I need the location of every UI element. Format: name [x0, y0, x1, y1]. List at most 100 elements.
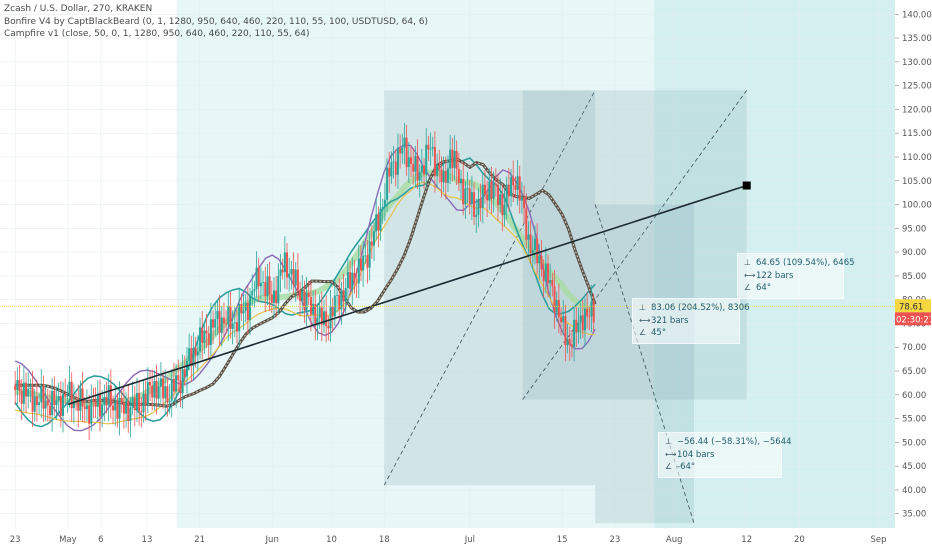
candle-body: [394, 161, 397, 175]
candle-body: [279, 269, 282, 276]
x-tick-label: Aug: [666, 535, 683, 545]
candle-body: [38, 402, 41, 406]
candle-body: [431, 147, 434, 149]
angle-icon: ∠: [665, 462, 673, 471]
candle-body: [18, 380, 21, 391]
angle-icon: ∠: [639, 328, 647, 337]
candle-body: [216, 310, 219, 320]
candle-body: [235, 322, 238, 332]
candle-body: [233, 322, 236, 324]
candle-body: [540, 255, 543, 270]
indicator-bonfire[interactable]: Bonfire V4 by CaptBlackBeard (0, 1, 1280…: [4, 16, 429, 27]
measure-change: −56.44 (−58.31%), −5644: [677, 437, 792, 447]
candle-body: [523, 197, 526, 209]
candle-body: [518, 176, 521, 201]
candle-body: [135, 393, 138, 411]
candle-body: [418, 172, 421, 181]
candle-body: [101, 404, 104, 417]
y-tick-label: 120.00: [902, 105, 932, 115]
candle-body: [575, 319, 578, 333]
candle-body: [179, 380, 182, 394]
measure-box-1: ⊥ 83.06 (204.52%), 8306 ⟷321 bars ∠ 45°: [632, 298, 750, 344]
candle-body: [253, 289, 256, 292]
last-price-value: 78.61: [899, 302, 923, 312]
candle-body: [529, 234, 532, 254]
y-tick-label: 85.00: [902, 272, 926, 282]
candle-body: [114, 401, 117, 411]
measure-change: 64.65 (109.54%), 6465: [756, 258, 855, 268]
x-axis-bg: [0, 528, 932, 550]
x-axis: 23 May 6 13 21 Jun 10 18 Jul 15 23 Aug 12 20 Sep: [0, 528, 932, 550]
candle-body: [214, 319, 217, 328]
candle-body: [157, 386, 160, 399]
candle-body: [72, 400, 75, 409]
candle-body: [512, 177, 515, 186]
candle-body: [249, 295, 252, 321]
y-tick-label: 115.00: [902, 129, 932, 139]
candle-body: [409, 157, 412, 164]
candle-body: [168, 400, 171, 403]
candle-body: [66, 395, 69, 397]
candle-body: [325, 311, 328, 327]
candle-body: [375, 214, 378, 232]
candle-body: [212, 319, 215, 328]
candle-body: [359, 258, 362, 271]
candle-body: [59, 396, 62, 416]
candle-body: [307, 292, 310, 298]
candle-body: [303, 291, 306, 311]
candle-body: [464, 188, 467, 205]
candle-body: [275, 290, 278, 304]
last-price-tag: [895, 299, 931, 313]
candle-body: [251, 291, 254, 296]
candle-body: [405, 137, 408, 168]
bars-icon: ⟷: [665, 449, 677, 459]
candle-body: [90, 399, 93, 424]
candle-body: [549, 280, 552, 284]
candle-body: [547, 263, 550, 284]
candle-body: [551, 280, 554, 287]
candle-body: [22, 382, 25, 404]
candles: [14, 123, 595, 440]
candle-body: [133, 397, 136, 411]
candle-body: [451, 149, 454, 168]
candle-body: [257, 267, 260, 287]
candle-body: [477, 198, 480, 215]
candle-body: [162, 378, 165, 399]
candle-body: [53, 390, 56, 406]
candle-body: [259, 282, 262, 287]
y-tick-label: 125.00: [902, 82, 932, 92]
candle-body: [531, 250, 534, 254]
x-tick-label: 18: [379, 535, 390, 545]
candle-body: [153, 381, 156, 398]
candle-body: [205, 330, 208, 334]
candle-body: [420, 165, 423, 173]
candle-body: [290, 269, 293, 275]
candle-body: [40, 385, 43, 403]
candle-body: [338, 294, 341, 310]
y-axis: 35.00 40.00 45.00 50.00 55.00 60.00 65.00 70.00…: [895, 0, 932, 550]
candle-body: [81, 388, 84, 407]
candle-body: [433, 147, 436, 177]
candle-body: [33, 396, 36, 412]
candle-body: [31, 387, 34, 412]
countdown-tag: [895, 312, 931, 326]
indicator-campfire[interactable]: Campfire v1 (close, 50, 0, 1, 1280, 950,…: [4, 29, 310, 39]
candle-body: [473, 192, 476, 217]
measure-diagonal-2: [522, 90, 748, 400]
candle-body: [577, 322, 580, 333]
drawn-lines[interactable]: [67, 181, 751, 406]
candle-body: [227, 305, 230, 325]
measure-change: 83.06 (204.52%), 8306: [651, 303, 750, 313]
candle-body: [342, 290, 345, 302]
candle-body: [416, 155, 419, 181]
candle-body: [427, 144, 430, 150]
candle-body: [412, 163, 415, 172]
candle-body: [336, 294, 339, 296]
y-tick-label: 45.00: [902, 462, 926, 472]
indicator-campfire-inner: [15, 158, 596, 407]
candle-body: [292, 269, 295, 286]
countdown-value: 02:30:27: [896, 315, 932, 325]
candle-body: [588, 316, 591, 318]
candle-body: [142, 393, 145, 413]
